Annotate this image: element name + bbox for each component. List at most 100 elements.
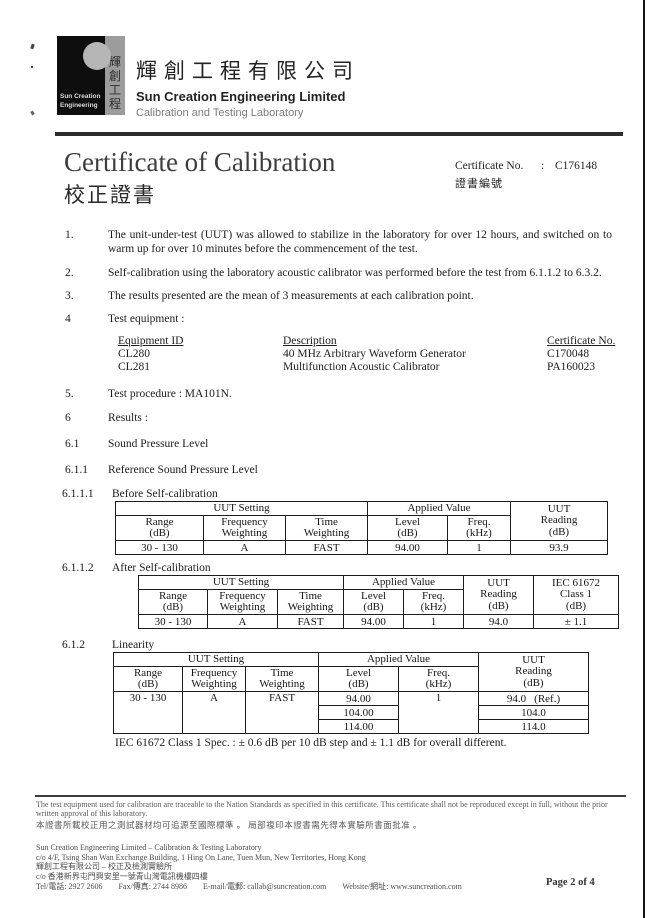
range-header: Range (dB) — [138, 589, 208, 615]
equipment-row: CL280 40 MHz Arbitrary Waveform Generato… — [118, 348, 650, 361]
table-caption-linearity: 6.1.2 Linearity — [0, 638, 650, 652]
freq-value: 1 — [402, 614, 465, 629]
frequency-weighting-header: Frequency Weighting — [207, 589, 278, 615]
scan-artifact — [30, 110, 35, 116]
range-value: 30 - 130 — [113, 691, 183, 734]
iec-tolerance-value: ± 1.1 — [533, 614, 620, 629]
uut-reading-header: UUT Reading (dB) — [510, 501, 609, 541]
logo-char: 工 — [108, 83, 121, 97]
uut-setting-header: UUT Setting — [115, 501, 368, 516]
level-header: Level (dB) — [367, 515, 448, 541]
footer-company-english: Sun Creation Engineering Limited – Calib… — [36, 843, 262, 852]
section-number: 6.1.1.2 — [62, 562, 94, 574]
table-caption-before-self-calibration: 6.1.1.1 Before Self-calibration — [0, 487, 650, 501]
colon: : — [541, 160, 545, 172]
uut-reading-value: 93.9 — [510, 540, 609, 555]
time-weighting-header: Time Weighting — [285, 515, 368, 541]
uut-setting-header: UUT Setting — [138, 575, 344, 590]
website: Website/網址: www.suncreation.com — [342, 882, 462, 892]
scan-artifact — [30, 43, 35, 50]
note-item: 2. Self-calibration using the laboratory… — [0, 266, 650, 280]
section-text: Reference Sound Pressure Level — [108, 464, 258, 476]
reference-marker: (Ref.) — [534, 692, 561, 705]
level-value: 94.00 — [318, 691, 399, 706]
equipment-id-header: Equipment ID — [118, 335, 184, 347]
time-weighting-value: FAST — [245, 691, 319, 734]
company-name-english: Sun Creation Engineering Limited — [136, 89, 346, 104]
applied-value-header: Applied Value — [366, 501, 512, 516]
logo-circle-icon — [83, 42, 111, 70]
freq-header: Freq. (kHz) — [397, 666, 480, 692]
section-number: 6.1 — [65, 438, 80, 450]
section-text: Test procedure : MA101N. — [108, 388, 232, 400]
section-number: 5. — [65, 388, 74, 400]
frequency-weighting-header: Frequency Weighting — [182, 666, 246, 692]
section-text: Results : — [108, 412, 148, 424]
company-name-chinese: 輝創工程有限公司 — [136, 60, 360, 83]
range-value: 30 - 130 — [115, 540, 204, 555]
frequency-weighting-header: Frequency Weighting — [203, 515, 286, 541]
note-number: 3. — [65, 290, 74, 302]
frequency-weighting-value: A — [182, 691, 246, 734]
equipment-description: Multifunction Acoustic Calibrator — [283, 361, 440, 373]
note-number: 4 — [65, 313, 71, 325]
freq-value: 1 — [397, 691, 480, 734]
note-number: 2. — [65, 267, 74, 279]
equipment-certificate: PA160023 — [547, 361, 596, 373]
logo-char: 程 — [108, 97, 121, 111]
scan-artifact — [31, 66, 33, 68]
section-text: Sound Pressure Level — [108, 438, 209, 450]
footer-company-chinese: 輝創工程有限公司 – 校正及檢測實驗所 — [36, 862, 172, 872]
level-value: 94.00 — [343, 614, 404, 629]
uut-reading-value: 114.0 — [478, 719, 590, 734]
fax: Fax/傳真: 2744 8986 — [118, 882, 187, 892]
department-name: Calibration and Testing Laboratory — [136, 107, 304, 119]
uut-reading-header: UUT Reading (dB) — [463, 575, 535, 615]
test-equipment-list: Equipment ID Description Certificate No.… — [118, 335, 650, 374]
after-self-calibration-table: UUT Setting Applied Value UUT Reading (d… — [138, 575, 620, 629]
telephone: Tel/電話: 2927 2606 — [36, 882, 103, 892]
level-value: 94.00 — [367, 540, 448, 555]
title-chinese: 校正證書 — [64, 183, 156, 207]
level-value: 114.00 — [318, 719, 399, 734]
level-header: Level (dB) — [343, 589, 404, 615]
frequency-weighting-value: A — [203, 540, 286, 555]
range-header: Range (dB) — [113, 666, 183, 692]
letterhead: 輝創工程有限公司 Sun Creation Engineering Limite… — [136, 55, 360, 119]
time-weighting-value: FAST — [285, 540, 368, 555]
email: E-mail/電郵: callab@suncreation.com — [203, 882, 327, 892]
iec-spec-note: IEC 61672 Class 1 Spec. : ± 0.6 dB per 1… — [115, 737, 507, 749]
logo-char: 輝 — [108, 55, 121, 69]
equipment-certificate: C170048 — [547, 348, 590, 360]
uut-setting-header: UUT Setting — [113, 652, 319, 667]
range-value: 30 - 130 — [138, 614, 208, 629]
company-logo: Sun Creation Engineering 輝 創 工 程 — [57, 36, 125, 115]
uut-reading-value: 104.0 — [478, 705, 590, 720]
section-number: 6.1.2 — [62, 639, 85, 651]
section-number: 6 — [65, 412, 71, 424]
footer-company-block: Sun Creation Engineering Limited – Calib… — [36, 843, 462, 892]
freq-header: Freq. (kHz) — [446, 515, 512, 541]
table-caption-after-self-calibration: 6.1.1.2 After Self-calibration — [0, 561, 650, 575]
time-weighting-value: FAST — [277, 614, 344, 629]
equipment-id: CL280 — [118, 348, 150, 360]
page-number: Page 2 of 4 — [546, 877, 595, 888]
title-english: Certificate of Calibration — [64, 147, 336, 177]
applied-value-header: Applied Value — [342, 575, 465, 590]
disclaimer-chinese: 本證書所載校正用之測試器材均可追源至國際標準 。 局部複印本證書需先得本實驗所書… — [36, 820, 422, 830]
note-text: The results presented are the mean of 3 … — [108, 290, 474, 302]
note-number: 1. — [65, 229, 74, 241]
before-self-calibration-table: UUT Setting Applied Value UUT Reading (d… — [115, 501, 609, 555]
section-item: 5. Test procedure : MA101N. — [0, 387, 650, 401]
equipment-description: 40 MHz Arbitrary Waveform Generator — [283, 348, 466, 360]
header-divider-rule — [55, 132, 623, 136]
section-text: After Self-calibration — [112, 562, 211, 574]
note-item: 3. The results presented are the mean of… — [0, 289, 650, 303]
equipment-header-row: Equipment ID Description Certificate No. — [118, 335, 650, 348]
section-item: 6 Results : — [0, 411, 650, 425]
certificate-no-header: Certificate No. — [547, 335, 616, 347]
level-value: 104.00 — [318, 705, 399, 720]
note-text: The unit-under-test (UUT) was allowed to… — [108, 229, 612, 255]
logo-english-text: Sun Creation Engineering — [60, 93, 101, 109]
freq-header: Freq. (kHz) — [402, 589, 465, 615]
